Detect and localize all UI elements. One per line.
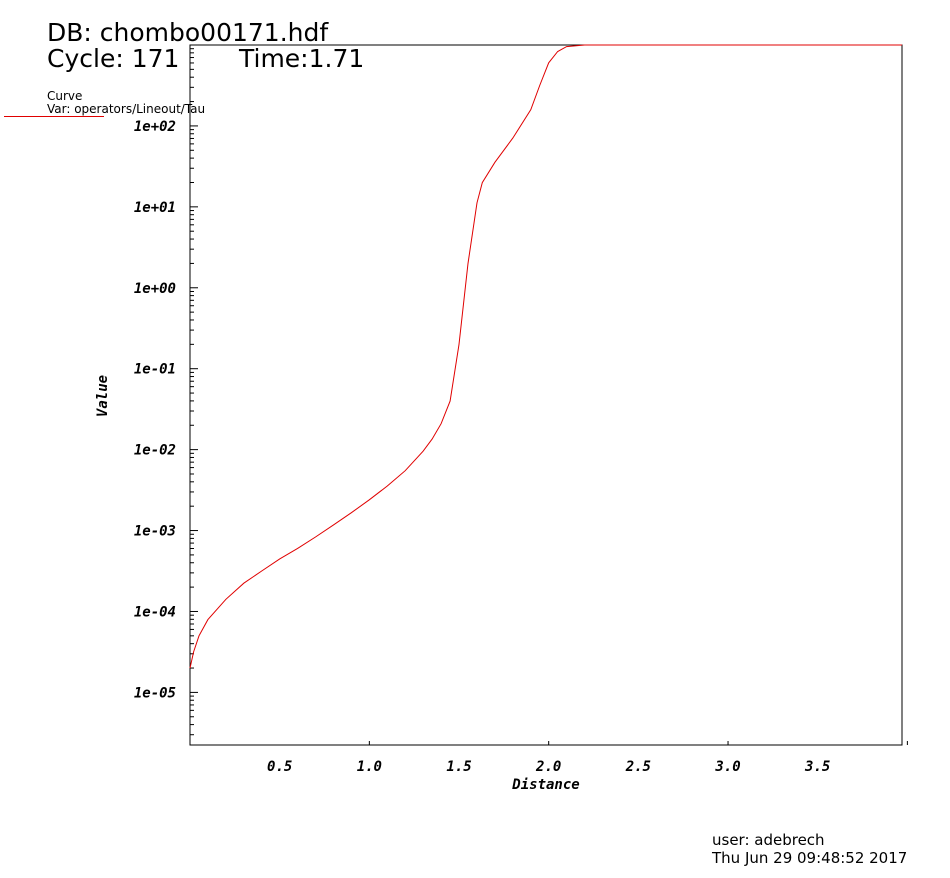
x-axis-ticks: 0.5 1.0 1.5 2.0 2.5 3.0 3.5 xyxy=(267,741,908,775)
y-tick-label: 1e-01 xyxy=(134,362,176,378)
x-axis-label: Distance xyxy=(511,777,579,793)
timestamp-label: Thu Jun 29 09:48:52 2017 xyxy=(712,849,908,867)
x-tick-label: 1.5 xyxy=(446,759,471,775)
y-tick-label: 1e-03 xyxy=(134,524,176,540)
y-axis-label: Value xyxy=(95,375,111,417)
time-label: Time:1.71 xyxy=(239,44,365,73)
y-axis-ticks: 1e-05 1e-04 1e-03 1e-02 1e-01 1e+00 1e+01 1e+02 xyxy=(134,44,198,736)
x-tick-label: 0.5 xyxy=(267,759,292,775)
y-tick-label: 1e+01 xyxy=(134,200,176,216)
y-tick-label: 1e-02 xyxy=(134,443,176,459)
user-label: user: adebrech xyxy=(712,831,825,849)
legend-variable: Var: operators/Lineout/Tau xyxy=(47,102,206,116)
x-tick-label: 2.5 xyxy=(625,759,651,775)
database-title: DB: chombo00171.hdf xyxy=(47,18,329,47)
x-tick-label: 3.0 xyxy=(714,759,740,775)
y-tick-label: 1e+00 xyxy=(134,281,176,297)
cycle-label: Cycle: 171 xyxy=(47,44,180,73)
y-tick-label: 1e-04 xyxy=(134,604,176,620)
legend-title: Curve xyxy=(47,89,83,103)
y-tick-label: 1e-05 xyxy=(134,685,176,701)
x-tick-label: 2.0 xyxy=(535,759,561,775)
x-tick-label: 3.5 xyxy=(804,759,830,775)
x-tick-label: 1.0 xyxy=(357,759,382,775)
series-line xyxy=(189,44,902,669)
plot-frame xyxy=(189,44,903,746)
legend-line-swatch xyxy=(4,116,104,117)
y-tick-label: 1e+02 xyxy=(134,119,176,135)
